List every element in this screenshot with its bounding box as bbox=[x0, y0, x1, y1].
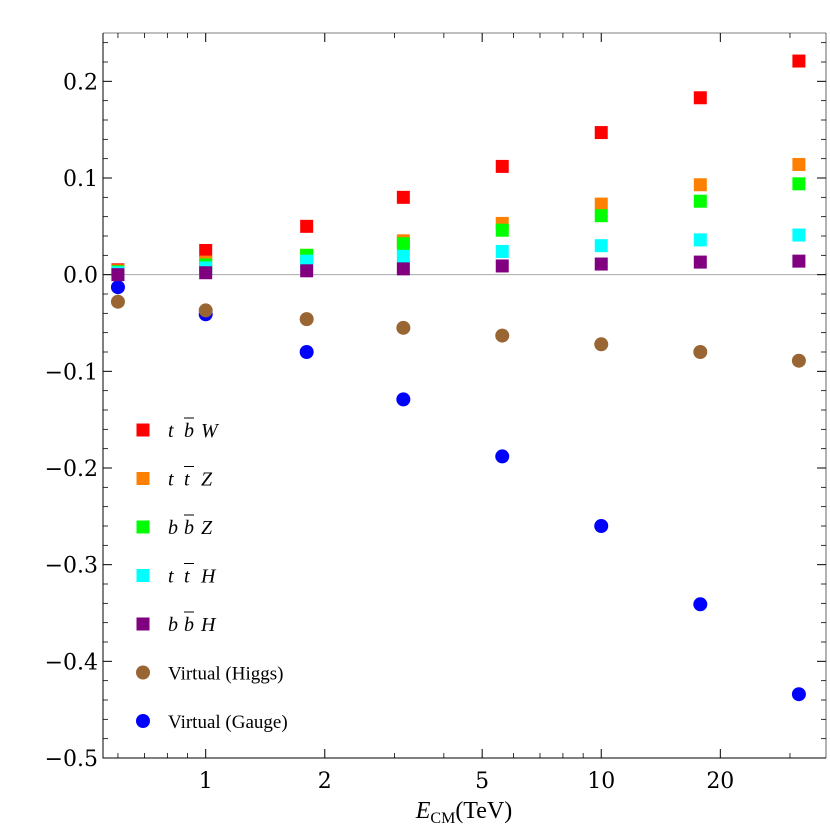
legend-marker-square bbox=[136, 617, 150, 631]
data-point-square bbox=[594, 239, 608, 253]
data-point-square bbox=[792, 254, 806, 268]
data-point-circle bbox=[396, 320, 411, 335]
legend-label: Virtual (Gauge) bbox=[168, 712, 288, 733]
data-point-square bbox=[792, 54, 806, 68]
y-tick-label: −0.5 bbox=[45, 747, 98, 772]
legend-label-glyph: t bbox=[184, 469, 190, 491]
data-point-square bbox=[300, 219, 314, 233]
legend-label-glyph: Z bbox=[201, 469, 213, 491]
data-point-square bbox=[693, 178, 707, 192]
x-tick-label: 2 bbox=[318, 769, 332, 794]
y-tick-label: 0.0 bbox=[63, 264, 98, 289]
legend-label-glyph: t bbox=[168, 469, 174, 491]
data-point-square bbox=[396, 190, 410, 204]
x-axis-label: ECM(TeV) bbox=[415, 798, 513, 827]
y-tick-label: −0.2 bbox=[45, 457, 98, 482]
axis-frame bbox=[102, 33, 826, 759]
data-point-square bbox=[396, 237, 410, 251]
data-point-circle bbox=[299, 312, 314, 327]
legend-label-glyph: t bbox=[168, 566, 174, 588]
legend-label-glyph: Z bbox=[201, 517, 213, 539]
data-point-square bbox=[693, 233, 707, 247]
data-point-circle bbox=[693, 345, 708, 359]
data-point-square bbox=[693, 194, 707, 208]
x-tick-label: 1 bbox=[199, 769, 213, 794]
data-point-square bbox=[594, 197, 608, 211]
data-point-square bbox=[594, 126, 608, 140]
data-point-square bbox=[396, 249, 410, 263]
data-point-circle bbox=[693, 597, 708, 612]
y-tick-label: −0.3 bbox=[45, 554, 98, 579]
legend-label-glyph: b bbox=[168, 614, 178, 636]
data-point-circle bbox=[594, 519, 609, 533]
legend-label-glyph: H bbox=[200, 614, 217, 636]
data-point-square bbox=[594, 257, 608, 271]
data-point-square bbox=[792, 157, 806, 171]
legend-label-glyph: b bbox=[184, 517, 194, 539]
legend-marker-square bbox=[136, 423, 150, 437]
data-point-square bbox=[396, 262, 410, 276]
data-point-square bbox=[792, 177, 806, 191]
data-point-square bbox=[495, 159, 509, 173]
legend-marker-square bbox=[136, 520, 150, 534]
legend-marker-circle bbox=[136, 714, 150, 728]
x-tick-label: 10 bbox=[587, 769, 615, 794]
data-point-square bbox=[495, 223, 509, 237]
data-point-square bbox=[199, 266, 213, 280]
x-tick-label: 5 bbox=[475, 769, 489, 794]
legend-label-glyph: b bbox=[184, 614, 194, 636]
y-tick-label: 0.2 bbox=[63, 70, 98, 95]
x-tick-label: 20 bbox=[706, 769, 734, 794]
legend-label-glyph: t bbox=[184, 566, 190, 588]
data-point-circle bbox=[110, 294, 125, 309]
legend-item: Virtual (Higgs) bbox=[136, 664, 283, 685]
legend-marker-square bbox=[136, 569, 150, 582]
legend-marker-circle bbox=[136, 665, 150, 680]
legend-marker-square bbox=[136, 472, 150, 485]
data-point-square bbox=[792, 228, 806, 242]
data-point-circle bbox=[299, 345, 314, 359]
legend-label-glyph: b bbox=[184, 420, 194, 442]
data-point-square bbox=[693, 91, 707, 105]
data-point-circle bbox=[495, 449, 510, 464]
data-points bbox=[110, 54, 806, 702]
data-point-square bbox=[111, 268, 125, 282]
data-point-square bbox=[300, 264, 314, 278]
data-point-square bbox=[495, 244, 509, 258]
legend-label-glyph: b bbox=[168, 517, 178, 539]
data-point-square bbox=[495, 259, 509, 273]
y-tick-label: −0.1 bbox=[45, 360, 98, 385]
data-point-circle bbox=[495, 328, 510, 343]
data-point-square bbox=[693, 255, 707, 269]
data-point-square bbox=[594, 209, 608, 223]
legend-label-glyph: H bbox=[200, 566, 217, 588]
legend-item: Virtual (Gauge) bbox=[136, 712, 288, 733]
data-point-circle bbox=[198, 303, 213, 318]
data-point-circle bbox=[791, 687, 806, 702]
data-point-square bbox=[199, 244, 213, 257]
axes: −0.5 −0.4 −0.3 −0.2 −0.1 0.0 0.1 0.2 1 2 5 10 20 bbox=[45, 32, 827, 794]
data-point-circle bbox=[396, 392, 411, 407]
data-point-circle bbox=[791, 353, 806, 368]
y-tick-label: 0.1 bbox=[63, 167, 98, 192]
y-tick-label: −0.4 bbox=[45, 650, 98, 675]
legend-label-glyph: t bbox=[168, 420, 174, 442]
data-point-circle bbox=[594, 337, 609, 352]
legend-label-glyph: W bbox=[201, 420, 220, 442]
data-point-circle bbox=[110, 280, 125, 295]
legend-label: Virtual (Higgs) bbox=[168, 664, 283, 685]
